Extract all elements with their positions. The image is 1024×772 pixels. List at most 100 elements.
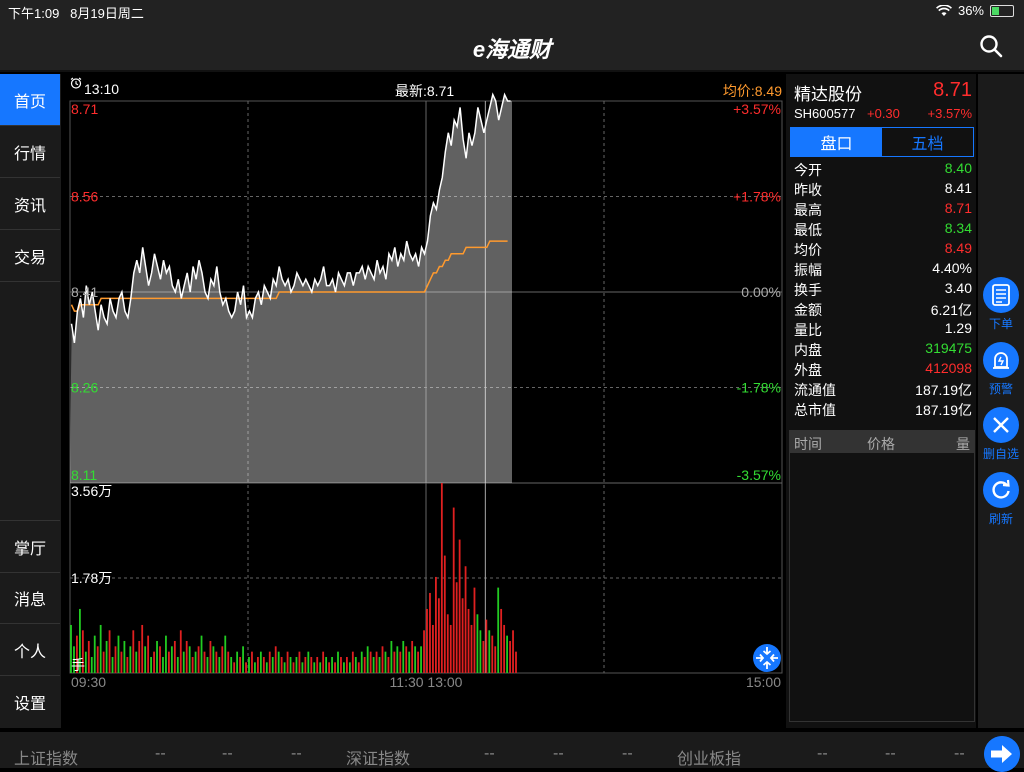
volume-bar [162, 656, 164, 673]
volume-bar [381, 646, 384, 673]
volume-bar [304, 656, 307, 673]
time-axis-label: 09:30 [71, 674, 106, 690]
volume-bar [206, 656, 209, 673]
volume-bar [111, 656, 114, 673]
quote-row-value: 6.21亿 [930, 302, 972, 318]
quote-row-label: 均价 [794, 242, 822, 258]
quote-row-label: 昨收 [794, 182, 822, 198]
quote-row-label: 外盘 [794, 362, 822, 378]
volume-bar [396, 646, 399, 673]
volume-bar [437, 598, 440, 673]
volume-bar [485, 619, 488, 673]
volume-bar [257, 656, 259, 673]
volume-bar [423, 630, 425, 673]
volume-bar [458, 539, 461, 673]
quote-row: 换手 3.40 [794, 280, 972, 300]
volume-bar [509, 640, 511, 673]
volume-bar [316, 656, 319, 673]
trade-volume-header: 量 [956, 436, 970, 452]
sidebar-item-hall[interactable]: 掌厅 [0, 520, 60, 573]
volume-bar [93, 635, 96, 673]
volume-bar [497, 587, 500, 673]
search-icon[interactable] [978, 33, 1004, 59]
volume-bar [301, 662, 304, 673]
sidebar-item-market[interactable]: 行情 [0, 126, 60, 178]
volume-bar [138, 640, 141, 673]
sidebar-item-messages[interactable]: 消息 [0, 572, 60, 624]
volume-bar [494, 646, 497, 673]
status-bar: 下午1:09 8月19日周二 36% [0, 0, 1024, 22]
volume-bar [102, 651, 105, 673]
sidebar-item-trade[interactable]: 交易 [0, 230, 60, 282]
quote-row-label: 最高 [794, 202, 822, 218]
volume-bar [334, 662, 336, 673]
intraday-chart-panel[interactable]: 13:10 最新:8.71 均价:8.49 8.71 8.56 8.41 8.26 8.… [65, 74, 785, 728]
quote-row-value: 319475 [925, 340, 972, 356]
sidebar-item-personal[interactable]: 个人 [0, 624, 60, 676]
expand-chart-icon[interactable] [752, 643, 782, 673]
arrow-right-icon[interactable] [984, 736, 1020, 772]
volume-bar [268, 651, 271, 673]
volume-bar [384, 651, 387, 673]
sidebar-item-news[interactable]: 资讯 [0, 178, 60, 230]
quote-row: 振幅 4.40% [794, 260, 972, 280]
volume-bar [141, 624, 144, 673]
quote-row-value: 8.49 [944, 240, 972, 256]
sidebar-item-label: 首页 [13, 93, 46, 111]
volume-bar [348, 662, 351, 673]
sidebar-item-settings[interactable]: 设置 [0, 676, 60, 727]
refresh-label: 刷新 [988, 512, 1013, 526]
volume-bar [286, 651, 289, 673]
stock-price: 8.71 [933, 79, 972, 101]
volume-bar [277, 651, 280, 673]
volume-bar [432, 624, 434, 673]
volume-bar [322, 651, 325, 673]
alarm-label: 预警 [988, 382, 1013, 396]
volume-bar [87, 640, 90, 673]
tab-order-book[interactable]: 盘口 [791, 128, 882, 156]
clock-icon [70, 77, 82, 89]
volume-bar [185, 640, 188, 673]
volume-bar [390, 640, 393, 673]
chart-time: 13:10 [84, 81, 120, 97]
volume-bar [176, 656, 179, 673]
ticker-cyb-name: 创业板指 [677, 751, 742, 768]
volume-bar [108, 630, 111, 673]
volume-bar [354, 656, 357, 673]
alarm-button[interactable]: 预警 [980, 342, 1022, 397]
volume-bar [289, 656, 292, 673]
volume-bar [408, 651, 411, 673]
volume-bar [393, 651, 396, 673]
chart-latest-price: 最新:8.71 [395, 83, 455, 99]
remove-watchlist-button[interactable]: 删自选 [980, 407, 1022, 462]
volume-bar [203, 651, 206, 673]
quote-row-value: 8.40 [944, 160, 972, 176]
tab-five-levels[interactable]: 五档 [911, 136, 944, 153]
sidebar-item-home[interactable]: 首页 [0, 74, 60, 126]
refresh-button[interactable]: 刷新 [980, 472, 1022, 527]
quote-row-label: 振幅 [794, 262, 822, 278]
volume-bar [70, 624, 72, 673]
volume-bar [123, 640, 126, 673]
volume-bar [179, 630, 182, 673]
sidebar-item-label: 交易 [13, 249, 46, 267]
volume-bar [331, 656, 333, 673]
volume-bar [488, 630, 491, 673]
volume-bar [343, 662, 345, 673]
quote-row-value: 4.40% [932, 260, 972, 276]
ticker-cyb-v1: -- [817, 745, 828, 762]
volume-bar [159, 646, 161, 673]
quote-row: 最低 8.34 [794, 220, 972, 240]
volume-bar [233, 662, 236, 673]
volume-bar [251, 651, 253, 673]
status-right: 36% [935, 3, 1014, 18]
volume-bar [262, 656, 265, 673]
order-button[interactable]: 下单 [980, 277, 1022, 332]
volume-bar [73, 646, 75, 673]
quote-row: 昨收 8.41 [794, 180, 972, 200]
sidebar: 首页 行情 资讯 交易 掌厅 消息 个人 设置 [0, 74, 61, 728]
index-ticker[interactable]: 上证指数 -- -- -- 深证指数 -- -- -- 创业板指 -- -- -… [0, 732, 1024, 768]
quote-row-label: 换手 [794, 282, 822, 298]
intraday-chart: 8.71 8.56 8.41 8.26 8.11 +3.57% +1.78% 0.00% -1.… [69, 92, 783, 690]
volume-bar [197, 646, 200, 673]
